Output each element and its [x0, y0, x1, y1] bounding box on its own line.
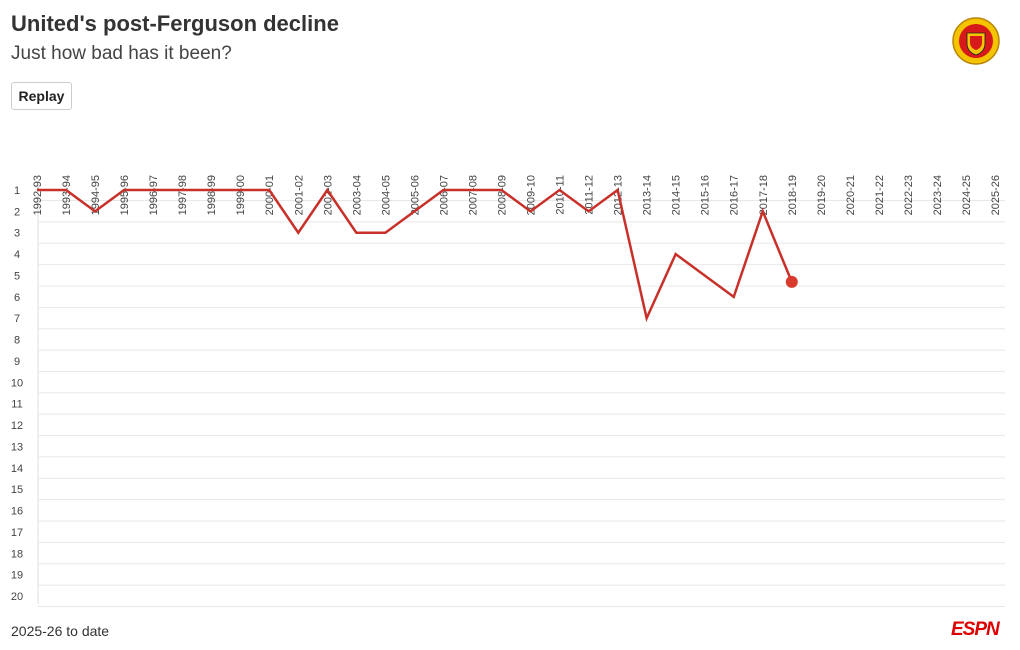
logo: ESPN — [951, 619, 1000, 640]
y-tick-label: 1 — [14, 185, 20, 197]
x-tick-label: 2016-17 — [729, 175, 741, 215]
x-tick-label: 2004-05 — [380, 175, 392, 215]
y-tick-label: 11 — [11, 399, 22, 411]
x-tick-label: 2021-22 — [874, 175, 886, 215]
x-tick-label: 1994-95 — [90, 175, 102, 215]
y-tick-label: 9 — [14, 356, 20, 368]
x-tick-label: 2006-07 — [438, 175, 450, 215]
x-tick-label: 2017-18 — [758, 175, 770, 215]
y-tick-label: 19 — [11, 570, 23, 582]
x-tick-label: 2020-21 — [845, 175, 857, 215]
replay-button[interactable]: Replay — [11, 82, 72, 110]
y-tick-label: 7 — [14, 313, 20, 325]
y-tick-label: 18 — [11, 548, 23, 560]
y-tick-label: 14 — [11, 463, 23, 475]
x-tick-label: 1998-99 — [206, 175, 218, 215]
y-tick-label: 15 — [11, 484, 23, 496]
x-tick-label: 2023-24 — [932, 175, 944, 215]
y-tick-label: 10 — [11, 377, 23, 389]
subtitle: Just how bad has it been? — [11, 43, 232, 64]
x-tick-label: 2013-14 — [642, 175, 654, 215]
club-crest — [952, 17, 1000, 65]
footnote: 2025-26 to date — [11, 623, 110, 639]
x-tick-label: 2002-03 — [322, 175, 334, 215]
x-tick-label: 2010-11 — [555, 175, 567, 215]
x-tick-label: 2014-15 — [671, 175, 683, 215]
x-tick-label: 2019-20 — [816, 175, 828, 215]
x-tick-label: 2024-25 — [961, 175, 973, 215]
x-tick-label: 2018-19 — [787, 175, 799, 215]
x-tick-label: 1997-98 — [177, 175, 189, 215]
y-tick-label: 2 — [14, 206, 20, 218]
x-tick-label: 2003-04 — [351, 175, 363, 215]
y-tick-label: 17 — [11, 527, 23, 539]
title: United's post-Ferguson decline — [11, 11, 339, 36]
x-tick-label: 1996-97 — [148, 175, 160, 215]
x-tick-label: 2009-10 — [526, 175, 538, 215]
y-tick-label: 16 — [11, 506, 23, 518]
x-tick-label: 1995-96 — [119, 175, 131, 215]
y-tick-label: 12 — [11, 420, 23, 432]
y-tick-label: 4 — [14, 249, 20, 261]
y-tick-label: 13 — [11, 441, 23, 453]
line — [37, 187, 793, 323]
y-tick-label: 6 — [14, 292, 20, 304]
y-tick-label: 3 — [14, 228, 20, 240]
y-tick-label: 5 — [14, 270, 20, 282]
last-point — [785, 275, 798, 288]
x-tick-label: 2000-01 — [264, 175, 276, 215]
x-tick-label: 1999-00 — [235, 175, 247, 215]
x-tick-label: 1992-93 — [32, 175, 44, 215]
y-tick-label: 20 — [11, 591, 23, 603]
x-tick-label: 2025-26 — [990, 175, 1002, 215]
y-tick-label: 8 — [14, 335, 20, 347]
x-tick-label: 2001-02 — [293, 175, 305, 215]
x-tick-label: 2015-16 — [700, 175, 712, 215]
x-tick-label: 2011-12 — [584, 175, 596, 215]
x-tick-label: 2022-23 — [903, 175, 915, 215]
x-tick-label: 1993-94 — [61, 175, 73, 215]
x-tick-label: 2005-06 — [409, 175, 421, 215]
x-tick-label: 2007-08 — [467, 175, 479, 215]
x-tick-label: 2008-09 — [496, 175, 508, 215]
